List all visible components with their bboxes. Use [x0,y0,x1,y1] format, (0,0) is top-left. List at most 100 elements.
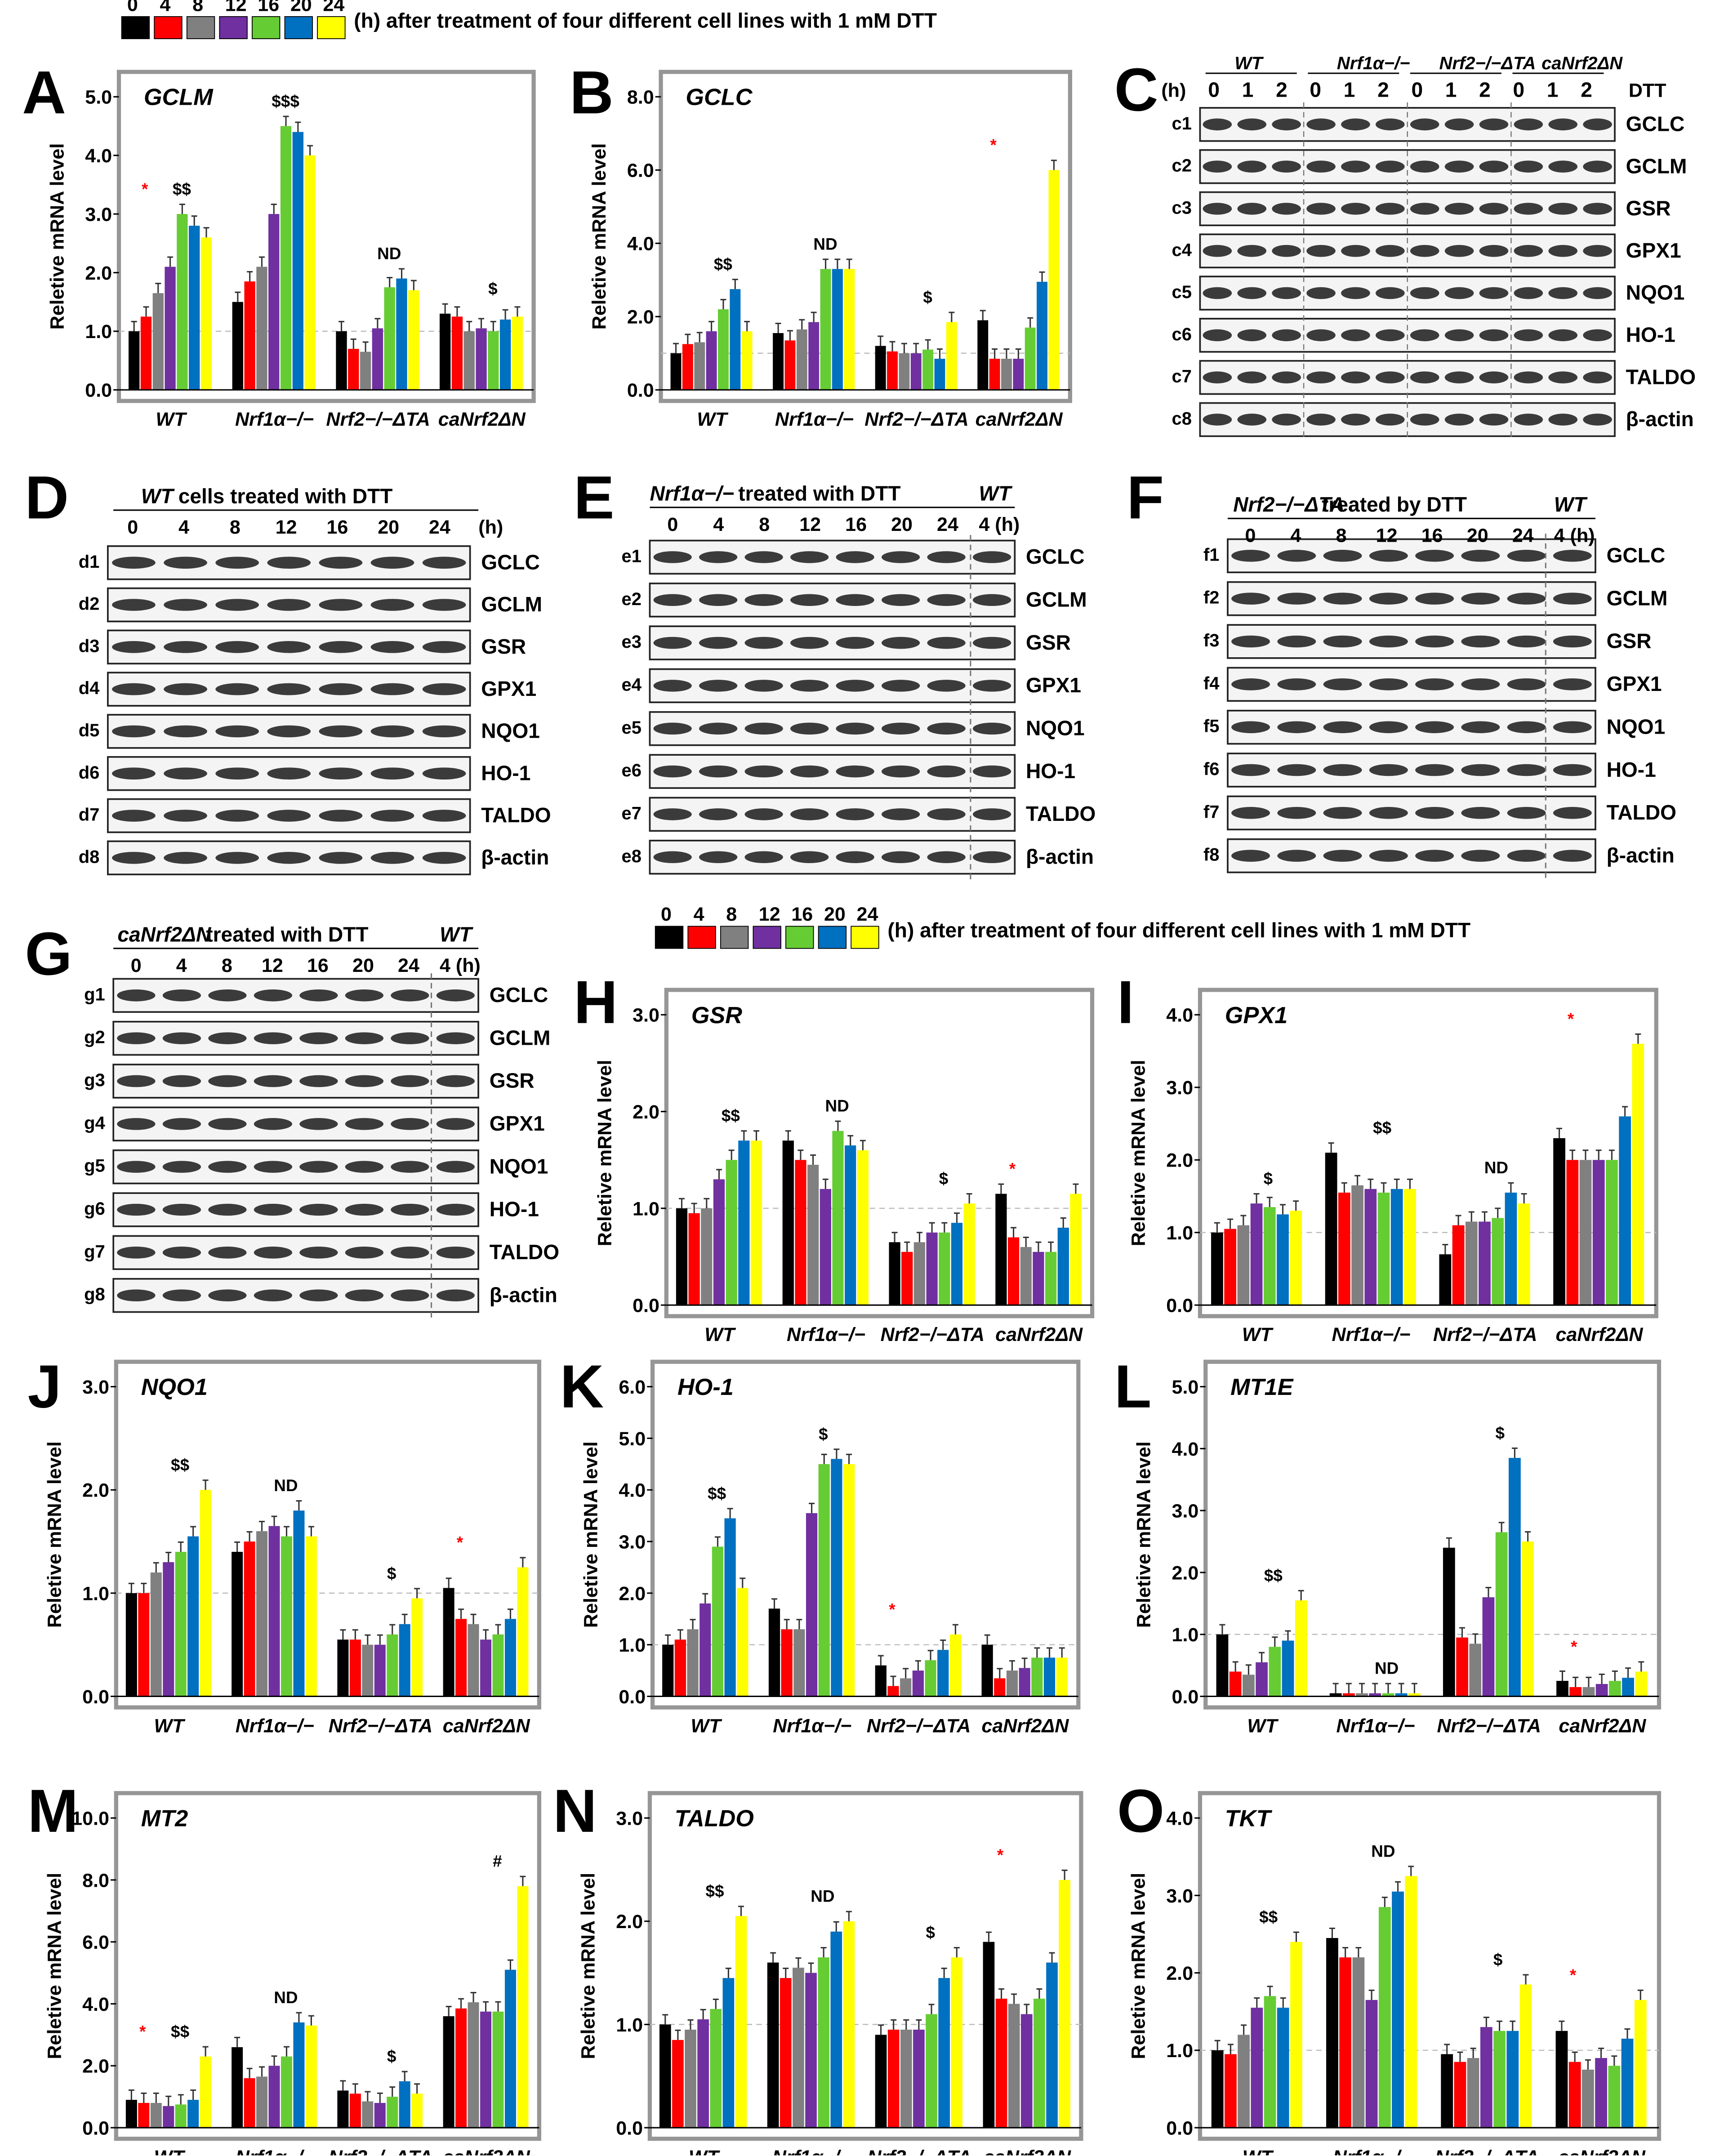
band [370,852,414,864]
band [653,765,692,778]
lane-time: 0 [667,514,678,535]
band [836,551,874,563]
band [1507,764,1546,776]
y-tick-label: 5.0 [619,1428,646,1450]
band [881,551,920,563]
row-id: f1 [1203,545,1220,565]
band [1341,329,1370,342]
band [215,767,259,780]
band [319,641,363,653]
bar-2-4 [387,1634,398,1697]
band [1203,287,1232,299]
row-protein-label: GPX1 [1026,673,1081,697]
y-axis-label: Reletive mRNA level [577,1873,599,2059]
legend-swatch [785,926,814,949]
lane-time: 0 [131,955,142,976]
bar-0-3 [697,2019,709,2128]
band [790,594,829,606]
panel-letter: H [574,968,618,1036]
bar-1-0 [232,2047,243,2128]
row-protein-label: NQO1 [1607,715,1666,738]
bar-1-2 [1352,1957,1365,2128]
band [1306,329,1336,342]
bar-3-4 [1031,1657,1043,1697]
chart-L: 0.0 1.0 2.0 3.0 4.0 5.0 Reletive mRNA level MT1… [1133,1359,1662,1737]
band [319,852,363,864]
bar-3-3 [1033,1252,1044,1305]
bar-3-5 [1037,281,1048,390]
band [744,594,783,606]
band [1410,118,1439,131]
band [1479,371,1509,383]
band [790,808,829,820]
row-protein-label: NQO1 [1026,716,1085,739]
bar-3-1 [1569,1687,1582,1697]
band [422,810,466,822]
bar-0-0 [1211,1232,1223,1305]
row-id: g4 [84,1113,105,1133]
bar-3-1 [994,1678,1006,1697]
band [881,637,920,649]
bar-2-3 [374,2103,386,2128]
bar-2-3 [910,353,922,390]
bar-0-6 [741,331,753,390]
bar-2-6 [408,290,419,390]
band [1376,414,1405,426]
band [1369,678,1408,690]
blot-title: treated by DTT [1322,493,1467,516]
bar-3-3 [476,328,487,390]
band [299,1203,338,1216]
bar-3-2 [463,331,475,390]
band [1553,721,1592,733]
band [1507,807,1546,819]
bar-0-5 [1277,1214,1289,1305]
band [319,767,363,780]
band [215,557,259,569]
bar-1-0 [768,1608,780,1697]
bar-1-4 [818,1464,830,1697]
y-tick-label: 0.0 [627,380,654,401]
bar-1-4 [1377,1192,1390,1305]
panel-letter: I [1117,968,1134,1036]
significance-mark: $ [1264,1169,1273,1188]
bar-3-6 [517,1886,529,2128]
band [1231,635,1270,648]
band [927,680,966,692]
band [927,722,966,735]
bar-3-4 [1034,1999,1045,2128]
significance-mark: * [142,180,148,198]
bar-2-0 [875,1665,887,1697]
y-tick-label: 0.0 [616,2117,643,2139]
bar-3-4 [488,331,499,390]
band [345,1032,383,1044]
band [299,1118,338,1130]
band [1479,329,1509,342]
lane-time: 1 [1445,78,1457,101]
bar-0-2 [1237,1225,1250,1305]
band [254,1161,293,1173]
legend-swatch [154,16,183,40]
band [790,765,829,778]
bar-2-2 [1467,2058,1479,2128]
bar-0-5 [1282,1640,1294,1697]
band [1410,329,1439,342]
bar-2-1 [349,2094,361,2128]
bar-0-4 [718,309,729,390]
bar-1-2 [807,1165,819,1305]
legend-swatch [186,16,215,40]
row-id: d3 [79,636,100,656]
band [1341,287,1370,299]
band [164,557,207,569]
band [1203,118,1232,131]
band [1444,245,1474,257]
bar-0-1 [1229,1671,1242,1697]
band [1341,203,1370,215]
blot-title: cells treated with DTT [178,484,393,508]
band [208,1289,247,1301]
band [1272,329,1301,342]
bar-2-1 [887,2029,900,2128]
x-category-label: Nrf2−/−ΔTA [326,409,430,430]
band [972,808,1011,820]
band [1507,635,1546,648]
band [790,637,829,649]
